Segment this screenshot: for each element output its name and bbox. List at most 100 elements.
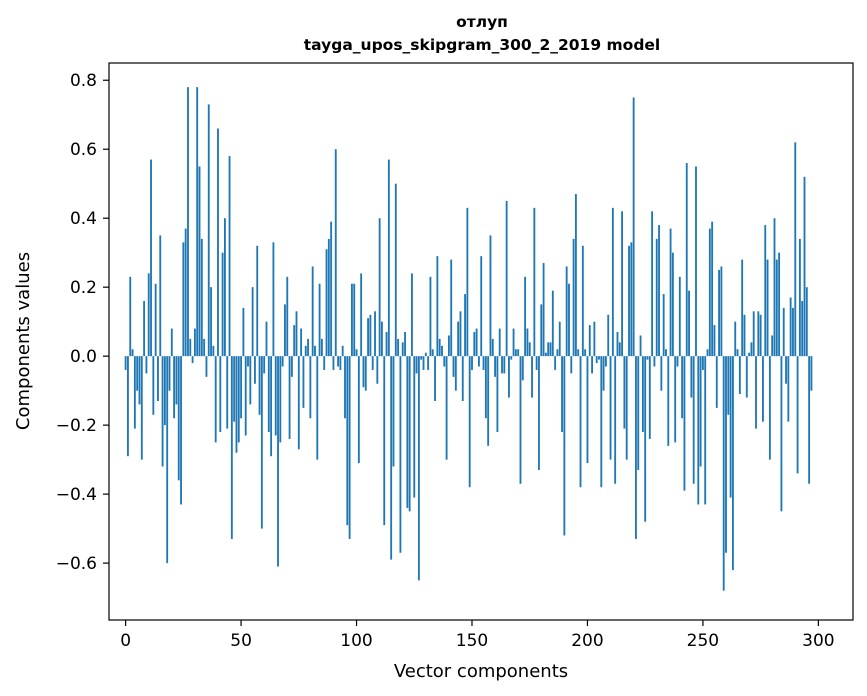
bar: [551, 290, 554, 357]
bar: [198, 166, 201, 357]
bar: [170, 328, 173, 357]
plot-frame: [108, 62, 854, 621]
bar: [538, 356, 540, 470]
bar: [247, 356, 249, 367]
bar: [792, 307, 794, 357]
bar: [648, 356, 651, 439]
bar: [671, 252, 674, 357]
bar: [501, 356, 503, 374]
y-axis-label: Components values: [13, 252, 34, 430]
bar: [193, 328, 196, 357]
x-tick-label: 250: [687, 631, 719, 651]
bar: [143, 300, 146, 357]
chart-subtitle: tayga_upos_skipgram_300_2_2019 model: [304, 36, 661, 54]
bar: [244, 356, 247, 436]
bar: [498, 328, 501, 357]
bar: [605, 356, 607, 367]
bar: [685, 163, 688, 357]
bar: [207, 104, 210, 357]
y-tick-label: −0.2: [56, 416, 97, 436]
bar: [258, 356, 261, 415]
bar: [572, 238, 575, 357]
bar: [505, 200, 508, 357]
bar: [611, 207, 614, 357]
bar: [182, 242, 185, 357]
bar: [223, 218, 226, 357]
bar: [279, 356, 282, 443]
bar: [593, 321, 596, 357]
bar: [494, 356, 497, 377]
bar: [688, 290, 690, 357]
bar: [801, 300, 804, 357]
bar: [230, 356, 233, 539]
bar: [173, 356, 176, 419]
bar: [131, 349, 134, 357]
bar: [475, 328, 478, 357]
bar: [311, 266, 314, 357]
bar: [159, 235, 162, 357]
x-tick-label: 0: [120, 631, 131, 651]
bar: [385, 332, 388, 357]
bar: [768, 356, 771, 460]
bar: [325, 249, 328, 357]
bar: [521, 356, 524, 381]
bar: [519, 356, 522, 484]
bar: [565, 266, 568, 357]
x-axis-ticks: 0 50 100 150 200 250 300: [120, 620, 835, 651]
bar: [187, 87, 189, 357]
bar: [177, 356, 180, 481]
bar: [554, 356, 557, 370]
bar: [759, 314, 762, 357]
bar: [542, 263, 545, 357]
bar: [581, 245, 584, 357]
bar: [274, 356, 277, 436]
bar: [764, 225, 767, 357]
bar: [632, 97, 635, 357]
bar: [482, 356, 485, 370]
bar: [237, 356, 240, 443]
bar: [484, 356, 487, 419]
bar: [771, 335, 774, 357]
bar: [314, 345, 316, 357]
bar: [787, 356, 790, 422]
bar: [337, 356, 339, 367]
x-tick-label: 300: [802, 631, 834, 651]
bar: [674, 356, 677, 443]
bar: [662, 294, 665, 357]
bar: [434, 356, 436, 401]
bar: [625, 356, 628, 460]
bar: [762, 356, 764, 422]
bar: [327, 238, 330, 357]
bar: [745, 356, 748, 398]
bar: [725, 356, 727, 553]
bar: [394, 183, 397, 357]
bar: [286, 276, 289, 357]
bar: [221, 252, 224, 357]
bar: [528, 342, 531, 357]
bar: [789, 297, 792, 357]
bar: [727, 356, 730, 415]
bar: [794, 142, 797, 357]
bar: [641, 356, 644, 433]
bar: [715, 356, 718, 408]
bar: [210, 287, 212, 357]
bar: [464, 294, 466, 357]
bar: [736, 349, 739, 357]
bar: [778, 252, 781, 357]
bar: [547, 342, 550, 357]
bar: [344, 356, 346, 419]
bar: [256, 245, 259, 357]
bar: [200, 238, 203, 357]
bar: [152, 356, 155, 415]
bar: [196, 87, 199, 357]
bar: [175, 356, 178, 405]
bar: [397, 338, 400, 357]
bar: [427, 356, 430, 370]
bar: [695, 166, 697, 357]
bar: [353, 283, 356, 357]
bar: [270, 356, 273, 457]
bar: [491, 338, 494, 357]
bar: [614, 356, 617, 484]
bar: [568, 283, 570, 357]
y-tick-label: −0.4: [56, 485, 97, 505]
